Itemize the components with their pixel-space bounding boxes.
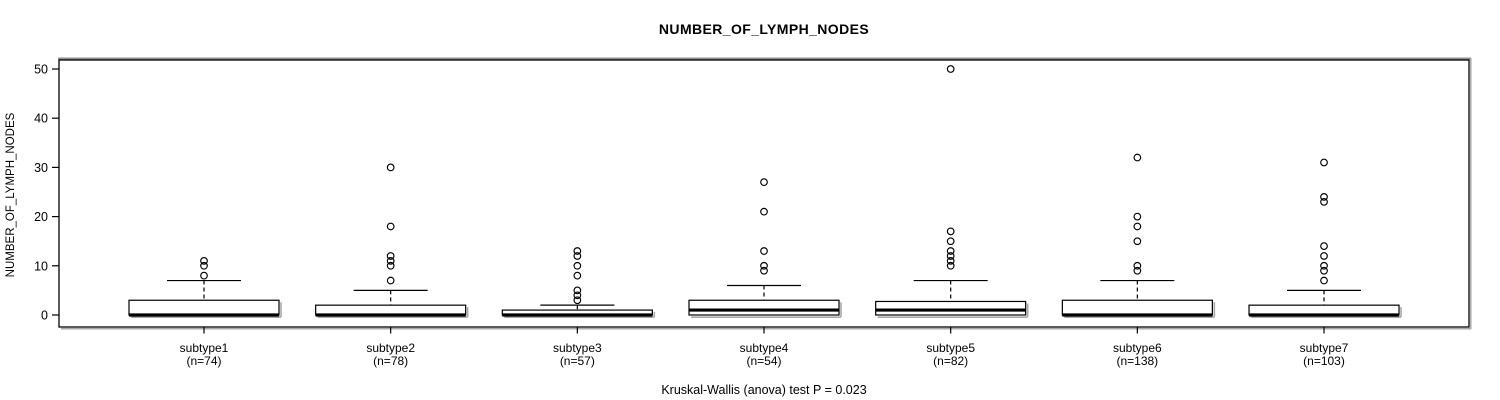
outlier-point-subtype4 <box>760 207 768 216</box>
outlier-point-subtype2 <box>386 252 395 260</box>
group-label-subtype6: subtype6 <box>1113 341 1162 355</box>
stat-test-caption: Kruskal-Wallis (anova) test P = 0.023 <box>661 383 867 397</box>
y-axis-tick-label: 0 <box>41 309 48 323</box>
outlier-point-subtype5 <box>946 227 955 236</box>
group-n-label-subtype5: (n=82) <box>933 354 968 368</box>
chart-title: NUMBER_OF_LYMPH_NODES <box>658 21 870 37</box>
box-subtype4 <box>688 299 840 316</box>
outlier-point-subtype3 <box>573 247 582 255</box>
outlier-point-subtype4 <box>760 178 768 187</box>
outlier-point-subtype5 <box>946 247 955 255</box>
outlier-point-subtype6 <box>1133 237 1142 246</box>
outlier-point-subtype1 <box>200 257 208 265</box>
outlier-point-subtype3 <box>573 271 582 280</box>
outlier-point-subtype2 <box>386 261 395 270</box>
outlier-point-subtype4 <box>760 261 768 270</box>
outlier-point-subtype7 <box>1320 266 1328 275</box>
outlier-point-subtype2 <box>386 257 395 265</box>
outlier-point-subtype7 <box>1320 197 1328 206</box>
group-label-subtype2: subtype2 <box>366 341 415 355</box>
outlier-point-subtype7 <box>1320 252 1328 260</box>
outlier-point-subtype3 <box>573 291 582 300</box>
outlier-point-subtype6 <box>1133 266 1142 275</box>
group-n-label-subtype3: (n=57) <box>560 354 595 368</box>
group-n-label-subtype4: (n=54) <box>746 354 781 368</box>
outlier-point-subtype5 <box>946 237 955 246</box>
outlier-point-subtype4 <box>760 266 768 275</box>
y-axis-tick-label: 30 <box>34 161 48 175</box>
outlier-point-subtype2 <box>386 222 395 231</box>
outlier-point-subtype3 <box>573 261 582 270</box>
outlier-point-subtype1 <box>200 261 208 270</box>
outlier-point-subtype2 <box>386 276 395 285</box>
outlier-point-subtype5 <box>946 252 955 260</box>
y-axis-tick-label: 40 <box>34 112 48 126</box>
outlier-point-subtype3 <box>573 286 582 295</box>
outlier-point-subtype7 <box>1320 276 1328 285</box>
outlier-point-subtype6 <box>1133 222 1142 231</box>
outlier-point-subtype7 <box>1320 242 1328 250</box>
outlier-point-subtype6 <box>1133 261 1142 270</box>
y-axis-tick-label: 20 <box>34 210 48 224</box>
y-axis-tick-label: 50 <box>34 63 48 77</box>
y-axis-tick-label: 10 <box>34 259 48 273</box>
group-label-subtype4: subtype4 <box>740 341 789 355</box>
outlier-point-subtype4 <box>760 247 768 255</box>
outlier-point-subtype1 <box>200 271 208 280</box>
group-label-subtype5: subtype5 <box>926 341 975 355</box>
group-n-label-subtype1: (n=74) <box>186 354 221 368</box>
group-label-subtype1: subtype1 <box>180 341 229 355</box>
outlier-point-subtype5 <box>946 261 955 270</box>
outlier-point-subtype5 <box>946 65 955 73</box>
outlier-point-subtype7 <box>1320 193 1328 201</box>
group-label-subtype7: subtype7 <box>1300 341 1349 355</box>
outlier-point-subtype7 <box>1320 261 1328 270</box>
group-n-label-subtype6: (n=138) <box>1116 354 1158 368</box>
box-subtype1 <box>128 299 280 316</box>
outlier-point-subtype2 <box>386 163 395 172</box>
group-label-subtype3: subtype3 <box>553 341 602 355</box>
outlier-point-subtype3 <box>573 252 582 260</box>
group-n-label-subtype7: (n=103) <box>1303 354 1345 368</box>
outlier-point-subtype3 <box>573 296 582 305</box>
outlier-point-subtype5 <box>946 257 955 265</box>
outlier-point-subtype6 <box>1133 212 1142 221</box>
box-subtype5 <box>875 300 1027 316</box>
box-subtype6 <box>1061 299 1213 316</box>
outlier-point-subtype7 <box>1320 158 1328 167</box>
outlier-point-subtype6 <box>1133 153 1142 162</box>
group-n-label-subtype2: (n=78) <box>373 354 408 368</box>
